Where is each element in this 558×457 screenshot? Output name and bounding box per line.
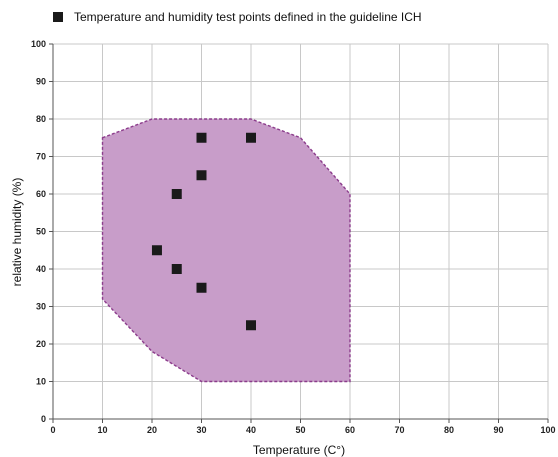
x-tick-label: 50 (295, 425, 305, 435)
y-tick-label: 80 (36, 114, 46, 124)
data-point (171, 189, 182, 199)
y-tick-label: 30 (36, 302, 46, 312)
legend-marker (53, 12, 63, 22)
data-points (151, 132, 256, 331)
y-tick-label: 20 (36, 339, 46, 349)
y-tick-label: 100 (31, 39, 46, 49)
x-tick-label: 70 (394, 425, 404, 435)
x-tick-label: 40 (246, 425, 256, 435)
y-tick-label: 40 (36, 264, 46, 274)
legend: Temperature and humidity test points def… (53, 10, 422, 24)
legend-label: Temperature and humidity test points def… (74, 10, 422, 24)
x-tick-label: 80 (444, 425, 454, 435)
x-tick-label: 30 (196, 425, 206, 435)
y-tick-label: 70 (36, 152, 46, 162)
y-tick-label: 60 (36, 189, 46, 199)
y-tick-label: 0 (41, 414, 46, 424)
y-tick-labels: 0 10 20 30 40 50 60 70 80 90 100 (31, 39, 46, 424)
data-point (196, 132, 207, 143)
x-tick-label: 0 (50, 425, 55, 435)
data-point (151, 245, 162, 256)
x-tick-label: 20 (147, 425, 157, 435)
x-tick-label: 10 (97, 425, 107, 435)
data-point (171, 264, 182, 274)
data-point (196, 170, 207, 181)
y-tick-label: 50 (36, 227, 46, 237)
y-tick-label: 90 (36, 77, 46, 87)
y-axis-title: relative humidity (%) (10, 178, 24, 287)
shaded-region (101, 118, 351, 383)
axes (49, 43, 549, 423)
x-tick-label: 90 (493, 425, 503, 435)
y-tick-label: 10 (36, 377, 46, 387)
x-tick-label: 60 (345, 425, 355, 435)
data-point (246, 132, 256, 143)
x-axis-title: Temperature (C°) (253, 443, 345, 457)
region (101, 118, 351, 383)
data-point (196, 282, 207, 293)
data-point (246, 320, 256, 331)
x-tick-labels: 0 10 20 30 40 50 60 70 80 90 100 (50, 425, 555, 435)
x-tick-label: 100 (540, 425, 555, 435)
